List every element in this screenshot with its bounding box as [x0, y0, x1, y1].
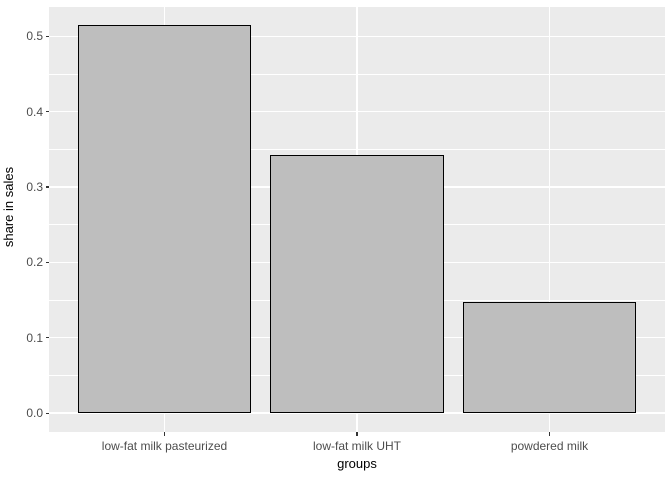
x-tick-mark: [548, 432, 551, 436]
y-tick-mark: [45, 186, 49, 188]
x-tick-label: low-fat milk pasteurized: [101, 439, 228, 453]
y-tick-mark: [45, 35, 49, 37]
y-tick-mark: [45, 111, 49, 113]
y-tick-label: 0.0: [26, 406, 43, 421]
x-tick-label: low-fat milk UHT: [312, 439, 401, 453]
y-tick-label: 0.2: [26, 255, 43, 270]
x-tick-mark: [356, 432, 358, 436]
y-tick-label: 0.5: [26, 29, 43, 44]
gridline-major-x: [548, 7, 551, 432]
x-tick-label: powdered milk: [510, 439, 589, 453]
bar: [77, 25, 252, 414]
plot-panel: [49, 7, 665, 432]
bar: [462, 301, 637, 414]
y-tick-mark: [45, 337, 49, 339]
y-tick-label: 0.1: [26, 330, 43, 345]
y-tick-label: 0.4: [26, 104, 43, 119]
y-tick-mark: [45, 261, 49, 264]
y-tick-mark: [45, 412, 49, 414]
bar: [270, 154, 444, 414]
x-axis-title: groups: [337, 456, 377, 471]
y-tick-label: 0.3: [26, 180, 43, 195]
x-tick-mark: [163, 432, 166, 436]
